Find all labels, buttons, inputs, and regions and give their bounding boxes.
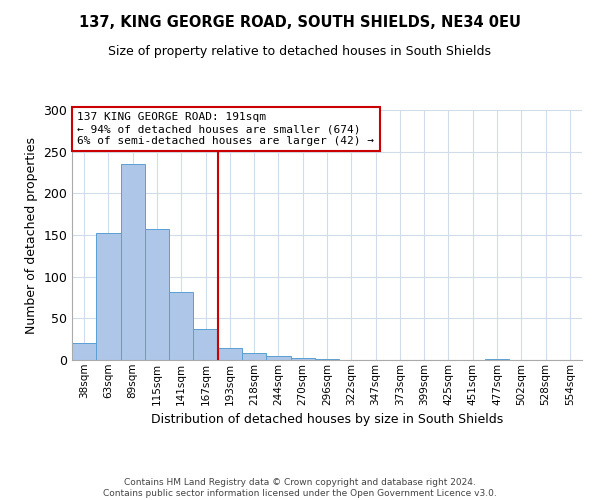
Bar (96, 234, 121, 360)
Y-axis label: Number of detached properties: Number of detached properties (25, 136, 38, 334)
Text: 137, KING GEORGE ROAD, SOUTH SHIELDS, NE34 0EU: 137, KING GEORGE ROAD, SOUTH SHIELDS, NE… (79, 15, 521, 30)
Text: Contains HM Land Registry data © Crown copyright and database right 2024.
Contai: Contains HM Land Registry data © Crown c… (103, 478, 497, 498)
Bar (290, 358, 315, 360)
Bar (485, 359, 509, 360)
Bar (193, 329, 218, 360)
Bar (315, 359, 339, 360)
Bar (72, 344, 96, 360)
Bar (218, 348, 242, 360)
X-axis label: Distribution of detached houses by size in South Shields: Distribution of detached houses by size … (151, 413, 503, 426)
Bar (266, 356, 290, 360)
Text: 137 KING GEORGE ROAD: 191sqm
← 94% of detached houses are smaller (674)
6% of se: 137 KING GEORGE ROAD: 191sqm ← 94% of de… (77, 112, 374, 146)
Bar (145, 229, 169, 360)
Bar (242, 352, 266, 360)
Bar (169, 292, 193, 360)
Bar (121, 164, 145, 360)
Text: Size of property relative to detached houses in South Shields: Size of property relative to detached ho… (109, 45, 491, 58)
